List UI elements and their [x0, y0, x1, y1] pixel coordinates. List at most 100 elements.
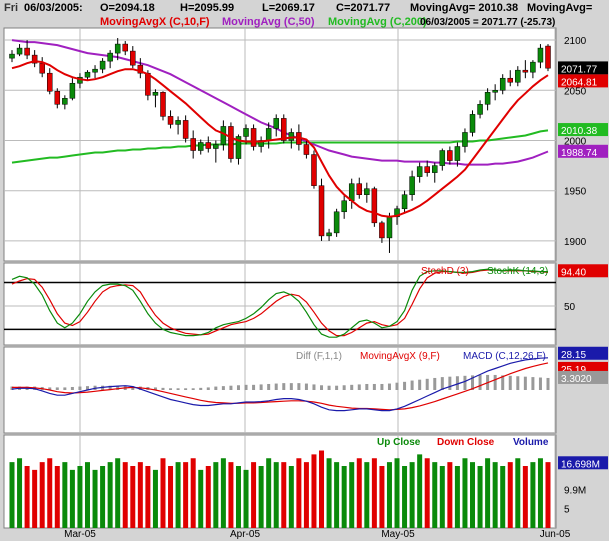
volume-y-tick: 9.9M	[564, 486, 586, 497]
candle-down	[228, 126, 234, 159]
candle-down	[507, 77, 514, 83]
macd-diff-bar	[297, 383, 301, 390]
macd-diff-bar	[274, 383, 278, 390]
candle-up	[258, 140, 264, 147]
ma200-tag-bg	[558, 123, 608, 137]
candle-up	[530, 61, 536, 73]
volume-bar-up	[92, 469, 98, 528]
volume-bar-up	[326, 458, 332, 528]
stoch-line	[11, 268, 548, 338]
candle-up	[288, 132, 295, 141]
volume-bar-up	[492, 462, 498, 528]
volume-bar-up	[198, 469, 204, 528]
last-price-tag-bg	[558, 61, 608, 75]
macd-diff-bar	[161, 387, 165, 390]
macd-diff-bar	[320, 385, 324, 390]
legend-last: 06/03/2005 = 2071.77 (-25.73)	[420, 17, 556, 28]
volume-bar-up	[439, 466, 445, 528]
volume-bar-down	[311, 454, 317, 528]
ma50-tag-bg	[558, 144, 608, 158]
macd-diff-bar	[259, 384, 263, 390]
macd-diff-bar	[365, 383, 369, 390]
candle-up	[243, 128, 249, 137]
macd-diff-bar	[229, 385, 233, 390]
candle-down	[447, 150, 453, 161]
volume-bar-up	[243, 469, 249, 528]
legend-ma50: MovingAvg (C,50)	[222, 16, 315, 28]
candle-up	[92, 68, 98, 73]
candle-down	[281, 118, 287, 141]
stoch-panel	[3, 262, 557, 346]
volume-bar-down	[137, 462, 143, 528]
candle-down	[318, 185, 325, 237]
candle-down	[160, 92, 166, 117]
macd-diff-bar	[418, 379, 422, 390]
volume-bar-up	[273, 462, 279, 528]
macd-diff-bar	[63, 387, 67, 390]
macd-diff-bar	[531, 377, 535, 390]
stoch-legend-k: StochK (14,3)	[487, 266, 548, 277]
volume-bar-up	[485, 458, 491, 528]
candle-up	[462, 132, 468, 147]
volume-bar-up	[69, 469, 75, 528]
volume-bar-down	[371, 458, 377, 528]
header-high: H=2095.99	[180, 2, 235, 14]
volume-bar-down	[168, 466, 174, 528]
volume-bar-up	[175, 462, 181, 528]
x-tick-label: Apr-05	[230, 529, 260, 540]
macd-diff-bar	[131, 386, 135, 390]
macd-diff-bar	[176, 388, 180, 390]
candle-up	[9, 53, 15, 59]
macd-diff-bar	[48, 387, 52, 390]
candle-up	[454, 146, 461, 161]
macd-diff-bar	[335, 385, 339, 390]
macd-tag-bg	[558, 346, 608, 360]
macd-diff-bar	[501, 375, 505, 390]
volume-bar-down	[356, 458, 362, 528]
candle-up	[62, 98, 68, 105]
macd-signal-line	[12, 362, 549, 411]
last-price-tag: 2071.77	[561, 64, 598, 75]
ma200-tag: 2010.38	[561, 126, 598, 137]
volume-bar-down	[522, 466, 528, 528]
volume-bar-down	[545, 462, 551, 528]
macd-diff-bar	[463, 375, 467, 390]
volume-bar-down	[447, 462, 453, 528]
macd-diff-bar	[153, 387, 157, 390]
macd-diff-bar	[267, 383, 271, 390]
candle-up	[416, 166, 423, 177]
macd-diff-bar	[191, 388, 195, 390]
volume-bar-down	[39, 462, 45, 528]
macd-diff-bar	[478, 374, 482, 390]
macd-diff-bar	[282, 383, 286, 390]
macd-diff-bar	[252, 384, 256, 390]
legend-ma200: MovingAvg (C,200)	[328, 16, 427, 28]
macd-diff-bar	[410, 380, 414, 390]
macd-diff-bar	[425, 378, 429, 390]
volume-bar-up	[470, 462, 476, 528]
candle-up	[333, 211, 340, 234]
volume-bar-down	[379, 466, 385, 528]
volume-bar-down	[507, 462, 513, 528]
macd-diff-bar	[304, 383, 308, 390]
candle-down	[311, 154, 317, 186]
macd-diff-bar	[244, 384, 248, 390]
macd-diff-bar	[214, 386, 218, 390]
macd-legend-macd: MACD (C,12,26,F)	[463, 351, 546, 362]
candle-down	[24, 47, 30, 56]
volume-y-tick: 5	[564, 505, 570, 516]
candle-up	[469, 114, 476, 133]
ma10-tag-bg	[558, 74, 608, 88]
macd-diff-bar	[508, 375, 512, 390]
candle-up	[484, 92, 491, 105]
candle-down	[250, 128, 257, 147]
macd-diff-bar	[357, 384, 361, 390]
macd-diff-bar	[70, 386, 74, 390]
header-day: Fri	[4, 2, 19, 14]
macd-tag: 28.15	[561, 350, 586, 361]
volume-bar-down	[32, 469, 38, 528]
candle-up	[515, 69, 521, 83]
candle-down	[522, 69, 529, 73]
price-panel	[3, 27, 557, 262]
